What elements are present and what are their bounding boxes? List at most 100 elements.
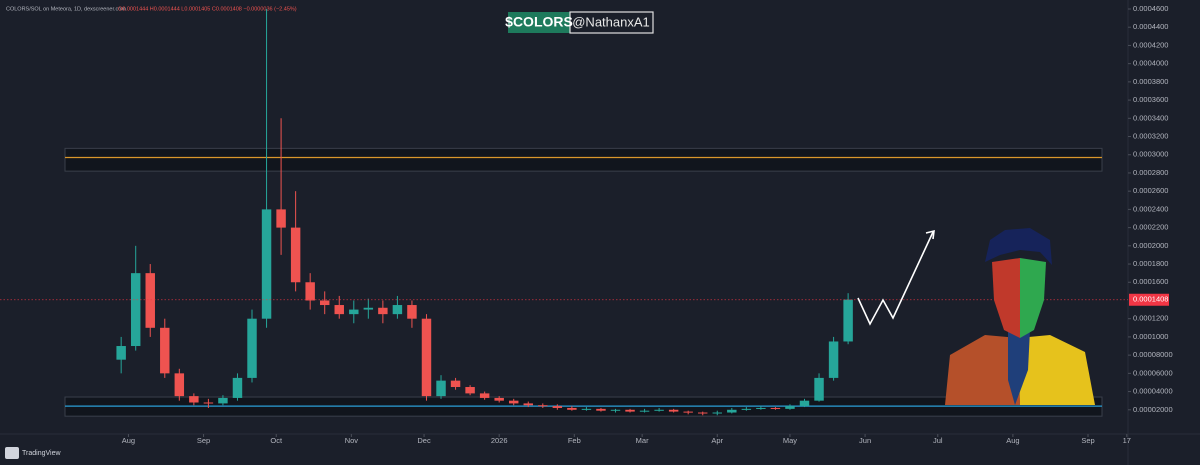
candle-body [334,305,344,315]
candle-body [130,273,141,347]
candle-body [654,409,664,411]
x-tick-label: Mar [636,436,649,445]
candle-body [203,402,214,404]
x-tick-label: Sep [1081,436,1094,445]
x-tick-label: May [783,436,797,445]
logo-text: TradingView [22,450,61,457]
candle-body [741,408,752,410]
candle-body [349,309,359,315]
candle-body [668,409,679,412]
arrow-head [925,229,935,240]
candle-body [494,397,504,401]
candle-body [465,387,475,394]
x-tick-label: 2026 [491,436,508,445]
candle-body [407,305,417,319]
symbol-info: COLORS/SOL on Meteora, 1D, dexscreener.c… [6,6,126,12]
candle-body [421,318,432,397]
shirt-left [945,335,1020,405]
candle-body [785,406,795,409]
face-left [992,258,1020,338]
y-tick-label: 0.00002000 [1133,405,1173,414]
y-tick-label: 0.0002200 [1133,223,1168,232]
candle-body [276,209,286,228]
y-tick-label: 0.0002000 [1133,241,1168,250]
y-tick-label: 0.0003800 [1133,77,1168,86]
candle-body [479,393,490,398]
x-tick-label: Dec [417,436,431,445]
watermark: $COLORS @NathanxA1 [505,11,654,34]
candle-body [436,380,446,397]
candle-body [639,410,650,412]
candle-body [814,377,824,401]
candle-body [290,227,301,283]
candle-body [363,307,374,310]
candle-body [538,405,548,407]
candle-body [843,299,853,342]
face-right [1020,258,1046,338]
candle-body [625,409,635,412]
y-tick-label: 0.00004000 [1133,387,1173,396]
y-tick-label: 0.0002800 [1133,168,1168,177]
plot: 0.0004600 0.0004400 0.0004200 0.0004000 0.00… [0,4,1173,445]
candle-body [523,403,533,406]
x-tick-label: Jun [859,436,871,445]
x-tick-label: Aug [1006,436,1019,445]
shirt-right [1018,335,1095,405]
x-tick-label: Nov [345,436,359,445]
candle-body [392,305,403,315]
tradingview-logo: TradingView [5,447,61,459]
candle-body [567,407,577,410]
ohlc-legend: O0.0001444 H0.0001444 L0.0001405 C0.0001… [118,6,297,12]
collar [1008,330,1030,405]
y-tick-label: 0.0004400 [1133,22,1168,31]
candle-body [232,377,243,398]
candle-body [378,307,388,315]
logo-icon [5,447,19,459]
projection-arrow [857,229,935,326]
candle-body [799,400,810,407]
candle-body [610,409,621,411]
candle-body [508,400,519,404]
candle-body [189,396,199,403]
last-price-badge [1129,293,1169,306]
y-tick-label: 0.0003600 [1133,95,1168,104]
y-tick-label: 0.0001600 [1133,277,1168,286]
y-tick-label: 0.0003000 [1133,150,1168,159]
x-tick-label: Jul [933,436,943,445]
y-tick-label: 0.00008000 [1133,350,1173,359]
y-tick-label: 0.0001200 [1133,314,1168,323]
watermark-bg [508,12,570,33]
candle-body [174,373,185,397]
candle-body [727,409,737,413]
x-tick-label: Apr [711,436,723,445]
y-tick-label: 0.0001000 [1133,332,1168,341]
y-tick-label: 0.0003400 [1133,113,1168,122]
character-illustration [945,228,1095,405]
candle-body [305,282,315,301]
candle-body [247,318,257,378]
candle-body [756,407,766,409]
candle-body [319,300,330,306]
y-tick-label: 0.0002600 [1133,186,1168,195]
x-tick-label: Feb [568,436,581,445]
y-tick-label: 0.0003200 [1133,132,1168,141]
author-text: @NathanxA1 [572,14,650,29]
candle-body [712,412,722,414]
watermark-text: $COLORS [505,14,573,30]
hair [985,228,1052,265]
y-tick-label: 0.0001800 [1133,259,1168,268]
zone [64,147,1103,172]
last-price-label: 0.0001408 [1133,295,1168,304]
candle-body [450,380,461,388]
candle-body [698,412,708,414]
y-tick-label: 0.0004600 [1133,4,1168,13]
candle-body [218,397,228,404]
candle-body [116,346,126,360]
y-tick-label: 0.00006000 [1133,368,1173,377]
x-tick-label: Aug [122,436,135,445]
candle-body [261,209,272,319]
candle-body [581,408,592,410]
candle-body [552,406,563,408]
